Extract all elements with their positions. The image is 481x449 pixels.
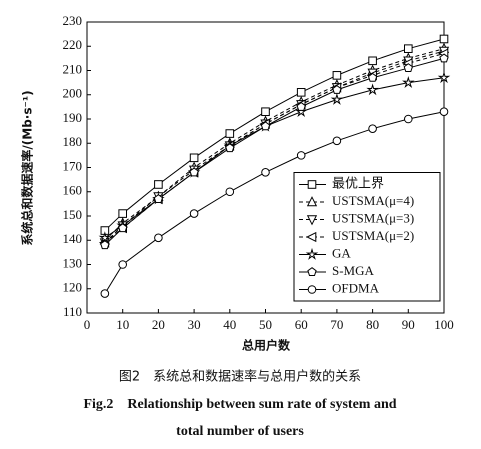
marker — [306, 231, 317, 243]
marker — [189, 153, 199, 163]
marker — [296, 88, 306, 97]
marker — [332, 136, 342, 146]
marker — [154, 233, 163, 243]
y-tick-label: 150 — [63, 207, 83, 222]
marker — [225, 129, 235, 138]
marker — [404, 114, 413, 124]
marker — [306, 196, 318, 207]
marker — [98, 231, 112, 244]
y-axis-label: 系统总和数据速率/(Mb·s⁻¹) — [20, 90, 35, 245]
marker — [366, 83, 379, 96]
marker — [330, 93, 344, 105]
marker — [402, 76, 415, 88]
x-tick-label: 50 — [259, 317, 272, 332]
x-tick-label: 30 — [188, 317, 201, 332]
y-tick-label: 200 — [63, 86, 83, 101]
series-line — [104, 53, 445, 244]
marker — [296, 151, 306, 160]
series-line — [104, 48, 445, 241]
x-tick-label: 40 — [223, 317, 236, 332]
marker — [260, 121, 271, 131]
marker — [153, 194, 164, 204]
legend-label: USTSMA(μ=3) — [332, 210, 414, 225]
y-tick-label: 220 — [63, 37, 83, 52]
x-tick-label: 20 — [152, 317, 165, 332]
marker — [118, 260, 127, 269]
marker — [225, 187, 235, 197]
y-tick-label: 210 — [63, 61, 83, 76]
legend-label: 最优上界 — [332, 175, 384, 190]
x-tick-label: 0 — [84, 317, 91, 332]
caption: 图2 系统总和数据速率与总用户数的关系 — [119, 369, 361, 385]
y-tick-label: 140 — [63, 231, 83, 246]
x-tick-label: 80 — [366, 317, 379, 332]
marker — [307, 285, 317, 294]
marker — [118, 223, 128, 233]
x-tick-label: 60 — [295, 317, 308, 332]
y-tick-label: 120 — [63, 280, 83, 295]
marker — [154, 180, 163, 189]
legend-box — [293, 172, 441, 302]
marker — [305, 247, 319, 260]
legend-label: S-MGA — [332, 263, 375, 278]
marker — [439, 107, 449, 117]
marker — [261, 168, 270, 177]
x-tick-label: 100 — [434, 317, 454, 332]
x-axis-label: 总用户数 — [242, 338, 291, 353]
legend-label: USTSMA(μ=2) — [332, 228, 414, 243]
x-tick-label: 70 — [330, 317, 343, 332]
x-tick-label: 10 — [116, 317, 129, 332]
marker — [225, 143, 235, 153]
marker — [439, 53, 449, 63]
legend-label: GA — [332, 245, 351, 260]
y-tick-label: 230 — [63, 13, 83, 28]
marker — [332, 71, 342, 80]
y-tick-label: 170 — [63, 158, 83, 173]
marker — [261, 107, 270, 117]
y-tick-label: 160 — [63, 183, 83, 198]
marker — [437, 71, 451, 84]
marker — [189, 167, 199, 177]
marker — [100, 240, 110, 250]
marker — [306, 215, 318, 226]
marker — [307, 180, 317, 189]
marker — [189, 209, 199, 218]
caption: total number of users — [176, 424, 304, 439]
marker — [439, 34, 449, 44]
marker — [403, 63, 413, 73]
legend-label: USTSMA(μ=4) — [332, 193, 414, 208]
x-tick-label: 90 — [402, 317, 415, 332]
marker — [368, 124, 377, 133]
marker — [294, 105, 308, 118]
marker — [367, 72, 378, 82]
marker — [118, 209, 128, 218]
y-tick-label: 190 — [63, 110, 83, 125]
marker — [307, 267, 317, 276]
marker — [296, 101, 306, 111]
y-tick-label: 110 — [63, 304, 82, 319]
marker — [332, 84, 342, 94]
marker — [100, 289, 110, 298]
marker — [368, 56, 377, 66]
legend-label: OFDMA — [332, 280, 380, 295]
caption: Fig.2 Relationship between sum rate of s… — [83, 397, 396, 412]
y-tick-label: 180 — [63, 134, 83, 149]
y-tick-label: 130 — [63, 255, 83, 270]
series-line — [104, 50, 445, 244]
marker — [404, 44, 413, 53]
